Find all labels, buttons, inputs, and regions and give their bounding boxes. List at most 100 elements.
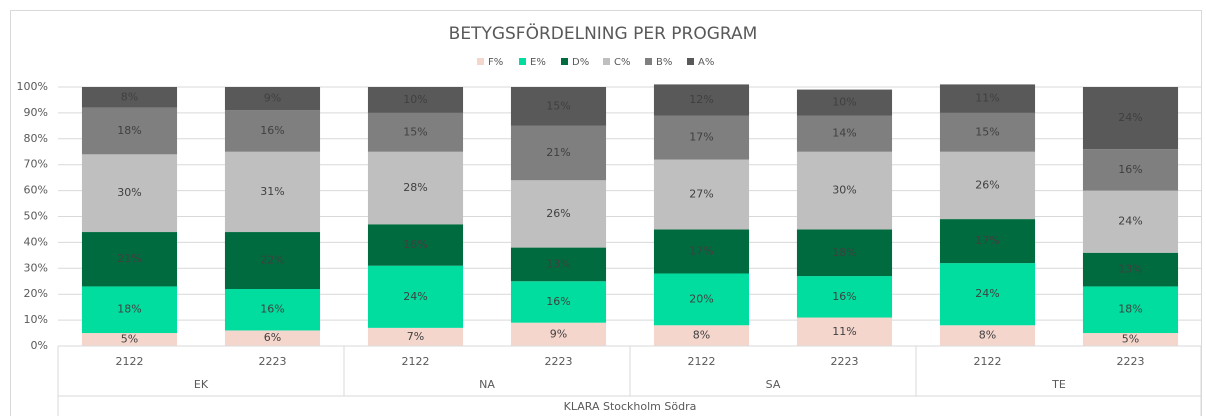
- bar-segment: [81, 154, 178, 233]
- legend-label: E%: [530, 57, 546, 68]
- bar-segment: [796, 276, 893, 318]
- x-tick-label: 2223: [831, 355, 859, 368]
- x-tick-label: 2122: [688, 355, 716, 368]
- value-label: 31%: [260, 185, 284, 198]
- value-label: 16%: [546, 295, 570, 308]
- value-label: 5%: [1122, 333, 1139, 346]
- legend-label: C%: [614, 57, 630, 68]
- bar-segment: [1082, 286, 1179, 334]
- bar-segment: [1082, 333, 1179, 346]
- value-label: 10%: [403, 93, 427, 106]
- bar-segment: [510, 281, 607, 323]
- bar-segment: [1082, 190, 1179, 253]
- value-label: 30%: [832, 184, 856, 197]
- x-tick-label: 2223: [1117, 355, 1145, 368]
- bar-segment: [653, 159, 750, 230]
- value-label: 11%: [832, 325, 856, 338]
- bar-segment: [224, 87, 321, 111]
- legend-swatch: [687, 58, 694, 65]
- bar-segment: [510, 125, 607, 181]
- value-label: 24%: [1118, 111, 1142, 124]
- bar-segment: [367, 224, 464, 266]
- x-tick-label: 2122: [116, 355, 144, 368]
- value-label: 18%: [117, 124, 141, 137]
- x-tick-label: 2122: [402, 355, 430, 368]
- bar-segment: [367, 327, 464, 346]
- y-tick-label: 100%: [17, 80, 48, 93]
- value-label: 9%: [550, 327, 567, 340]
- bar-segment: [367, 87, 464, 113]
- bar-segment: [796, 115, 893, 152]
- x-tick-label: 2122: [974, 355, 1002, 368]
- chart-title: BETYGSFÖRDELNING PER PROGRAM: [449, 22, 758, 44]
- bar-segment: [367, 151, 464, 225]
- x-tick-label: 2223: [259, 355, 287, 368]
- bar-segment: [939, 325, 1036, 346]
- legend-label: A%: [698, 57, 714, 68]
- value-label: 18%: [1118, 303, 1142, 316]
- y-tick-label: 10%: [24, 313, 48, 326]
- value-label: 14%: [832, 127, 856, 140]
- value-label: 8%: [121, 90, 138, 103]
- value-label: 22%: [260, 254, 284, 267]
- bar-segment: [796, 317, 893, 346]
- value-label: 27%: [689, 187, 713, 200]
- value-label: 16%: [832, 290, 856, 303]
- bar-segment: [224, 110, 321, 152]
- legend-label: F%: [488, 57, 503, 68]
- bar-segment: [510, 247, 607, 282]
- bar-segment: [653, 115, 750, 160]
- value-label: 11%: [975, 92, 999, 105]
- bar-segment: [510, 87, 607, 126]
- value-label: 8%: [979, 329, 996, 342]
- group-label: EK: [194, 378, 209, 391]
- legend-swatch: [477, 58, 484, 65]
- group-label: TE: [1051, 378, 1066, 391]
- bar-segment: [1082, 149, 1179, 191]
- value-label: 15%: [975, 125, 999, 138]
- value-label: 5%: [121, 333, 138, 346]
- legend-swatch: [561, 58, 568, 65]
- axis-title: KLARA Stockholm Södra: [564, 400, 697, 413]
- value-label: 16%: [403, 238, 427, 251]
- bar-segment: [796, 229, 893, 277]
- bar-segment: [510, 180, 607, 248]
- value-label: 9%: [264, 92, 281, 105]
- bar-segment: [939, 263, 1036, 326]
- value-label: 18%: [117, 303, 141, 316]
- bar-segment: [653, 84, 750, 116]
- value-label: 24%: [1118, 215, 1142, 228]
- value-label: 24%: [975, 287, 999, 300]
- y-tick-label: 20%: [24, 287, 48, 300]
- value-label: 16%: [260, 124, 284, 137]
- legend-swatch: [645, 58, 652, 65]
- value-label: 17%: [689, 244, 713, 257]
- value-label: 21%: [117, 252, 141, 265]
- x-tick-label: 2223: [545, 355, 573, 368]
- y-tick-label: 90%: [24, 106, 48, 119]
- bar-segment: [939, 84, 1036, 113]
- bar-segment: [224, 289, 321, 331]
- value-label: 16%: [260, 303, 284, 316]
- value-label: 26%: [546, 207, 570, 220]
- value-label: 13%: [1118, 263, 1142, 276]
- bar-segment: [653, 229, 750, 274]
- bar-segment: [81, 286, 178, 334]
- legend-label: B%: [656, 57, 672, 68]
- value-label: 24%: [403, 290, 427, 303]
- bar-segment: [81, 232, 178, 287]
- value-label: 15%: [546, 99, 570, 112]
- y-tick-label: 30%: [24, 261, 48, 274]
- value-label: 10%: [832, 96, 856, 109]
- y-tick-label: 60%: [24, 184, 48, 197]
- bar-segment: [224, 330, 321, 346]
- value-label: 21%: [546, 146, 570, 159]
- bar-segment: [224, 151, 321, 233]
- value-label: 13%: [546, 257, 570, 270]
- value-label: 26%: [975, 178, 999, 191]
- value-label: 6%: [264, 331, 281, 344]
- y-tick-label: 70%: [24, 158, 48, 171]
- y-tick-label: 40%: [24, 235, 48, 248]
- y-tick-label: 0%: [31, 339, 48, 352]
